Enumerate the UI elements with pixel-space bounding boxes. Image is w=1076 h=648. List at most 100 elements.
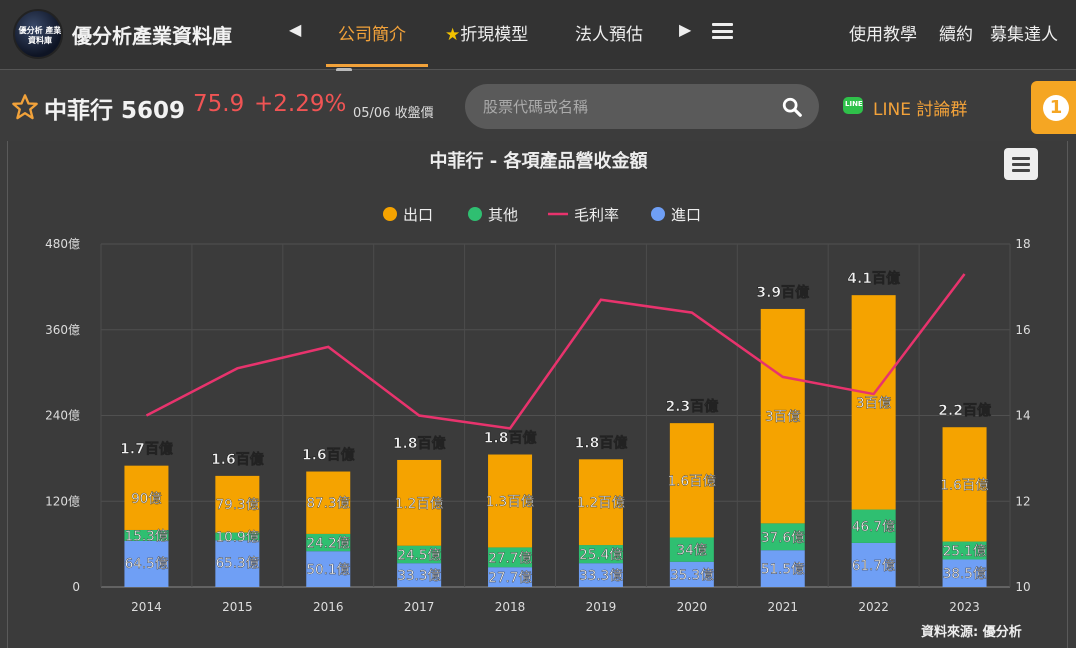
y-left-tick-label: 360億: [45, 323, 80, 337]
x-tick-label: 2017: [404, 600, 435, 614]
data-label-other: 37.6億: [761, 530, 805, 546]
bar-other: [488, 547, 533, 568]
data-label-import: 27.7億: [488, 570, 532, 586]
data-label-import: 33.3億: [397, 568, 441, 584]
bar-import: [306, 551, 351, 587]
revenue-chart-card: 0 120億 240億 360億 480億 10 12 14 16 18 2014 2015 2016 2…: [7, 141, 1068, 648]
revenue-chart: 0 120億 240億 360億 480億 10 12 14 16 18 2014 2015 2016 2…: [45, 206, 1031, 614]
y-right-tick-label: 18: [1015, 237, 1030, 251]
data-label-export: 3百億: [856, 395, 892, 411]
x-tick-label: 2015: [222, 600, 253, 614]
bar-import: [851, 542, 896, 587]
data-label-other: 46.7億: [852, 519, 896, 535]
bar-other: [215, 532, 260, 541]
bar-export: [851, 295, 896, 510]
x-tick-label: 2016: [313, 600, 344, 614]
bar-export: [306, 471, 351, 534]
bar-import: [669, 561, 714, 587]
y-right-tick-label: 14: [1015, 409, 1030, 423]
y-left-tick-label: 0: [72, 580, 80, 594]
y-right-tick-label: 16: [1015, 323, 1030, 337]
total-label: 4.1百億: [847, 270, 900, 287]
total-label: 1.8百億: [393, 435, 446, 452]
link-tutorial[interactable]: 使用教學: [849, 25, 917, 45]
brand-title[interactable]: 優分析產業資料庫: [72, 24, 232, 48]
data-label-other: 24.5億: [397, 547, 441, 563]
data-label-export: 79.3億: [216, 497, 260, 513]
notification-tab[interactable]: 1: [1031, 81, 1076, 134]
legend-marker-other: [468, 207, 482, 221]
stock-change: +2.29%: [254, 91, 347, 117]
x-tick-label: 2020: [677, 600, 708, 614]
bar-other: [669, 537, 714, 562]
nav-prev-icon[interactable]: ◀: [289, 20, 302, 39]
bar-other: [942, 541, 987, 560]
stock-price: 75.9: [193, 91, 245, 117]
total-label: 2.2百億: [938, 402, 991, 419]
bar-import: [397, 563, 442, 587]
legend-label-import: 進口: [671, 206, 701, 224]
bar-export: [124, 465, 169, 530]
link-fundraising[interactable]: 募集達人: [990, 25, 1058, 45]
data-label-other: 34億: [677, 543, 708, 559]
stock-info-bar: 中菲行 5609 75.9 +2.29% 05/06 收盤價 股票代碼或名稱 L…: [0, 71, 1076, 141]
legend-label-other: 其他: [488, 206, 518, 224]
nav-tab-dcf-label: 折現模型: [460, 25, 529, 45]
nav-tab-dcf-model[interactable]: ★折現模型: [445, 20, 528, 45]
total-label: 1.8百億: [484, 430, 537, 447]
data-label-import: 61.7億: [852, 558, 896, 574]
nav-next-icon[interactable]: ▶: [679, 20, 692, 39]
bar-export: [942, 427, 987, 542]
bar-import: [578, 563, 623, 587]
chart-menu-icon[interactable]: [1004, 148, 1038, 180]
bar-import: [942, 559, 987, 587]
bar-other: [578, 545, 623, 564]
data-label-export: 1.6百億: [940, 477, 989, 493]
star-outline-icon[interactable]: [11, 93, 39, 121]
data-label-import: 50.1億: [306, 562, 350, 578]
search-placeholder: 股票代碼或名稱: [483, 98, 589, 116]
data-label-other: 27.7億: [488, 550, 532, 566]
y-left-tick-label: 120億: [45, 494, 80, 508]
search-icon[interactable]: [781, 96, 803, 118]
data-label-export: 87.3億: [306, 496, 350, 512]
legend-label-margin: 毛利率: [574, 206, 619, 224]
data-label-other: 25.4億: [579, 547, 623, 563]
data-label-import: 51.5億: [761, 562, 805, 578]
total-label: 1.6百億: [211, 451, 264, 468]
series-line-margin: [145, 273, 966, 430]
nav-tab-company-profile[interactable]: 公司簡介: [338, 25, 406, 45]
bar-export: [397, 459, 442, 546]
bar-other: [397, 545, 442, 564]
data-label-import: 38.5億: [943, 566, 987, 582]
hamburger-menu-icon[interactable]: [712, 23, 733, 39]
data-label-export: 1.3百億: [486, 494, 535, 510]
data-label-export: 90億: [131, 491, 162, 507]
bar-other: [124, 529, 169, 541]
logo-text: 優分析 產業資料庫: [18, 26, 62, 45]
stock-name: 中菲行 5609: [44, 98, 186, 124]
data-source-credit: 資料來源: 優分析: [921, 625, 1022, 640]
bar-export: [669, 423, 714, 538]
bar-other: [760, 523, 805, 551]
bar-export: [760, 308, 805, 524]
data-label-import: 35.3億: [670, 567, 714, 583]
brand-logo[interactable]: 優分析 產業資料庫: [13, 9, 63, 59]
search-input[interactable]: 股票代碼或名稱: [465, 84, 819, 129]
data-label-other: 10.9億: [216, 529, 260, 545]
nav-tab-analyst-estimates[interactable]: 法人預估: [575, 25, 643, 45]
bar-import: [760, 550, 805, 587]
bar-export: [488, 454, 533, 548]
data-label-export: 1.2百億: [577, 495, 626, 511]
data-label-export: 1.6百億: [668, 473, 717, 489]
bar-import: [124, 540, 169, 587]
total-label: 1.7百億: [120, 441, 173, 458]
total-label: 1.8百億: [575, 434, 628, 451]
data-label-other: 24.2億: [306, 536, 350, 552]
line-icon-text: LINE: [845, 100, 863, 108]
line-discussion-label: LINE 討論群: [873, 100, 968, 120]
legend-label-export: 出口: [403, 206, 433, 224]
link-renew[interactable]: 續約: [939, 25, 973, 45]
data-label-other: 25.1億: [943, 544, 987, 560]
y-right-tick-label: 10: [1015, 580, 1030, 594]
